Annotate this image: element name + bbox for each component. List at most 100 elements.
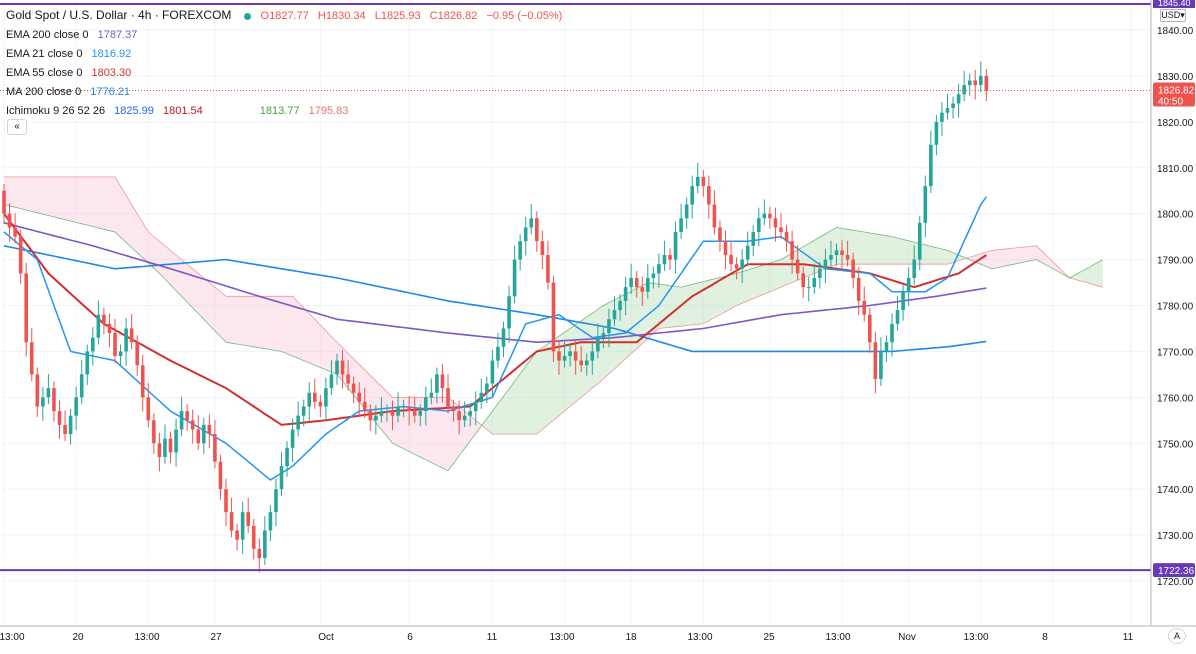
candle-body	[540, 241, 545, 255]
candle-body	[18, 236, 23, 274]
resistance-level-tag	[1153, 0, 1195, 8]
cloud-segment	[947, 250, 954, 265]
price-tick-label: 1720.00	[1157, 577, 1194, 588]
cloud-segment	[492, 403, 498, 435]
candle-body	[584, 360, 589, 366]
candle-body	[840, 250, 844, 255]
candle-body	[7, 213, 12, 228]
ema55-label: EMA 55 close 0	[6, 67, 83, 79]
candle-body	[967, 80, 972, 86]
ohlc-open: O1827.77	[260, 10, 309, 22]
price-tick-label: 1780.00	[1157, 302, 1194, 313]
candle-body	[401, 406, 406, 408]
legend-ema21[interactable]: EMA 21 close 0 1816.92	[6, 45, 568, 64]
cloud-segment	[320, 325, 326, 370]
candle-body	[485, 383, 489, 393]
candle-body	[313, 392, 317, 402]
ichimoku-cloud	[3, 176, 1104, 472]
cloud-segment	[270, 296, 276, 351]
candle-body	[396, 406, 400, 416]
candle-body	[723, 241, 728, 255]
candle-body	[829, 254, 833, 260]
cloud-segment	[725, 274, 732, 312]
time-tick-label: 18	[625, 632, 637, 643]
ema200-line	[3, 222, 987, 344]
indicator-legend: Gold Spot / U.S. Dollar · 4h · FOREXCOM …	[6, 6, 568, 121]
cloud-segment	[625, 291, 632, 359]
cloud-segment	[1025, 246, 1031, 262]
legend-ma200[interactable]: MA 200 close 0 1776.21	[6, 83, 568, 102]
cloud-segment	[647, 282, 654, 339]
candle-body	[529, 218, 534, 228]
cloud-segment	[586, 313, 593, 393]
legend-collapse-icon[interactable]: «	[7, 119, 27, 135]
cloud-segment	[742, 269, 748, 304]
candle-body	[490, 360, 495, 384]
time-tick-label: 6	[407, 632, 413, 643]
time-tick-label: 13:00	[687, 632, 712, 643]
candle-body	[46, 388, 51, 398]
candle-body	[268, 512, 273, 531]
candle-body	[324, 388, 328, 407]
cloud-segment	[531, 351, 537, 435]
currency-selector[interactable]: USD▾	[1160, 9, 1186, 22]
cloud-segment	[1014, 247, 1020, 265]
ema55-value: 1803.30	[91, 67, 132, 79]
candle-body	[329, 374, 334, 389]
candle-body	[52, 388, 56, 412]
cloud-segment	[930, 246, 937, 265]
time-tick-label: 8	[1042, 632, 1048, 643]
candle-body	[385, 411, 389, 413]
cloud-segment	[731, 273, 737, 309]
cloud-segment	[220, 291, 226, 343]
candle-body	[956, 94, 961, 104]
candle-body	[856, 277, 861, 301]
cloud-segment	[409, 397, 415, 455]
candle-body	[196, 429, 201, 444]
cloud-segment	[686, 284, 693, 326]
cloud-segment	[503, 388, 510, 435]
cloud-segment	[120, 186, 127, 243]
cloud-segment	[642, 282, 648, 344]
cloud-segment	[903, 239, 909, 265]
candle-body	[224, 489, 228, 513]
cloud-segment	[1003, 248, 1009, 267]
cloud-segment	[897, 238, 904, 265]
candle-body	[740, 259, 744, 269]
candle-body	[257, 548, 262, 559]
cloud-segment	[1019, 246, 1026, 264]
candle-body	[462, 415, 467, 421]
candle-body	[707, 186, 711, 205]
cloud-segment	[181, 259, 188, 303]
cloud-segment	[309, 313, 315, 366]
cloud-segment	[153, 236, 160, 274]
legend-ema55[interactable]: EMA 55 close 0 1803.30	[6, 64, 568, 83]
cloud-segment	[176, 254, 182, 297]
cloud-segment	[1091, 262, 1098, 286]
cloud-segment	[214, 287, 221, 337]
legend-ema200[interactable]: EMA 200 close 0 1787.37	[6, 26, 568, 45]
candle-body	[29, 342, 34, 375]
candle-body	[845, 254, 850, 260]
candle-body	[573, 351, 578, 361]
cloud-segment	[536, 347, 543, 435]
candle-body	[546, 254, 550, 283]
cloud-segment	[497, 396, 504, 435]
cloud-segment	[692, 283, 698, 326]
candle-body	[646, 277, 650, 292]
legend-ichimoku[interactable]: Ichimoku 9 26 52 26 1825.99 1801.54 1813…	[6, 102, 568, 121]
ma200-label: MA 200 close 0	[6, 86, 82, 98]
candle-body	[951, 103, 955, 109]
cloud-segment	[403, 397, 410, 452]
candle-body	[596, 337, 600, 352]
cloud-segment	[126, 195, 132, 248]
auto-scale-button[interactable]: A	[1168, 628, 1186, 644]
symbol-title[interactable]: Gold Spot / U.S. Dollar · 4h · FOREXCOM	[6, 8, 232, 22]
cloud-segment	[853, 230, 859, 265]
cloud-segment	[98, 176, 104, 230]
cloud-segment	[603, 302, 609, 379]
candle-body	[984, 75, 989, 91]
candle-body	[518, 241, 522, 260]
